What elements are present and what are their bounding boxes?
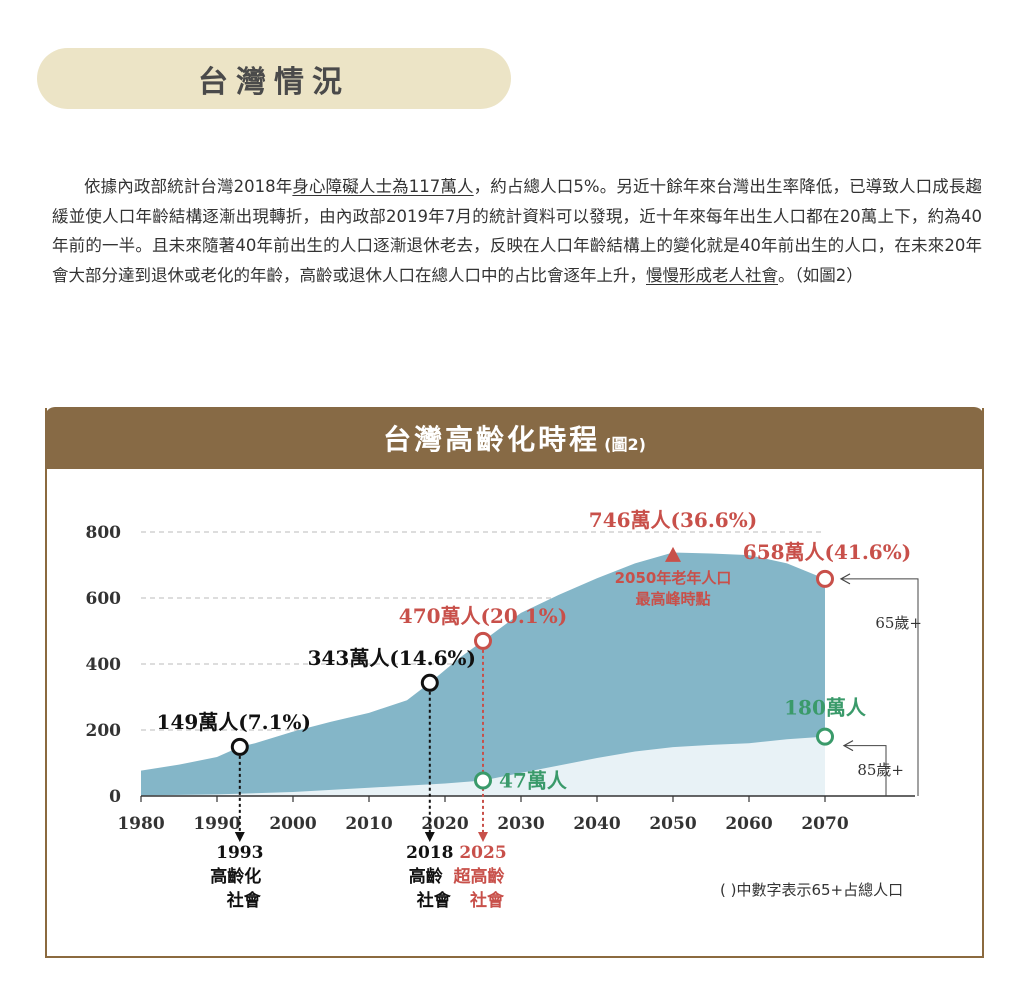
x-tick-label: 2010 — [345, 814, 392, 834]
x-tick-label: 2060 — [725, 814, 772, 834]
peak-triangle — [665, 546, 681, 562]
data-marker — [474, 631, 492, 650]
x-tick-label: 2030 — [497, 814, 544, 834]
data-marker — [474, 771, 492, 790]
intro-highlight-disability: 身心障礙人士為117萬人 — [292, 177, 474, 196]
milestone-line2: 社會 — [416, 890, 452, 911]
marker-label: 343萬人(14.6%) — [308, 646, 476, 670]
intro-seg3: ，約占總人口5%。另近十餘年來台灣出生率降低，已導致人口成長趨緩並使人口年齡結構… — [52, 177, 982, 285]
data-marker — [420, 673, 439, 692]
peak-label: 746萬人(36.6%) — [589, 508, 757, 532]
milestone-year: 2018 — [406, 843, 453, 863]
data-marker — [230, 737, 249, 756]
bracket-65-arrow — [839, 573, 851, 585]
intro-seg1: 依據內政部統計台灣2018年 — [84, 177, 293, 196]
chart-figure-ref: (圖2) — [604, 435, 646, 454]
chart-header: 台灣高齡化時程 (圖2) — [45, 407, 984, 469]
area-85-plus — [141, 736, 825, 796]
intro-highlight-aging: 慢慢形成老人社會 — [646, 265, 778, 285]
intro-paragraph: 依據內政部統計台灣2018年身心障礙人士為117萬人，約占總人口5%。另近十餘年… — [52, 172, 982, 290]
milestone-year: 2025 — [459, 843, 506, 863]
label-85-plus: 85歲+ — [857, 761, 904, 779]
milestone-line2: 社會 — [469, 890, 505, 911]
milestone-arrow-head — [478, 832, 488, 842]
data-marker — [816, 727, 834, 746]
x-tick-label: 2000 — [269, 814, 316, 834]
chart-footnote: ( )中數字表示65+占總人口 — [720, 881, 903, 899]
y-tick-label: 600 — [86, 589, 122, 609]
milestone-arrow-head — [234, 832, 245, 842]
milestone-line2: 社會 — [226, 890, 262, 911]
marker-label: 658萬人(41.6%) — [743, 540, 911, 564]
milestone-line1: 高齡化 — [210, 866, 261, 887]
chart-title: 台灣高齡化時程 — [383, 423, 601, 456]
milestone-line1: 高齡 — [409, 866, 443, 887]
section-title-pill: 台灣情況 — [37, 48, 511, 109]
bracket-85 — [845, 745, 887, 796]
x-tick-label: 1980 — [117, 814, 164, 834]
peak-note-line2: 最高峰時點 — [635, 590, 710, 608]
milestone-year: 1993 — [216, 843, 263, 863]
section-title: 台灣情況 — [198, 64, 350, 100]
data-marker — [816, 569, 834, 588]
label-65-plus: 65歲+ — [875, 614, 922, 632]
marker-label: 149萬人(7.1%) — [157, 710, 311, 734]
intro-seg5: 。（如圖2） — [778, 265, 863, 285]
milestone-arrow-head — [424, 832, 435, 842]
x-tick-label: 2020 — [421, 814, 468, 834]
milestone-line1: 超高齡 — [454, 866, 505, 887]
bracket-85-arrow — [842, 740, 854, 752]
marker-label: 470萬人(20.1%) — [399, 604, 567, 628]
x-tick-label: 2040 — [573, 814, 620, 834]
peak-note-line1: 2050年老年人口 — [615, 569, 732, 587]
marker-label: 47萬人 — [499, 768, 568, 792]
x-tick-label: 2070 — [801, 814, 848, 834]
y-tick-label: 800 — [86, 523, 122, 543]
marker-label: 180萬人 — [784, 696, 867, 720]
x-tick-label: 1990 — [193, 814, 240, 834]
y-tick-label: 200 — [86, 721, 122, 741]
y-tick-label: 0 — [109, 787, 121, 807]
y-tick-label: 400 — [86, 655, 122, 675]
bracket-65 — [842, 578, 919, 796]
x-tick-label: 2050 — [649, 814, 696, 834]
